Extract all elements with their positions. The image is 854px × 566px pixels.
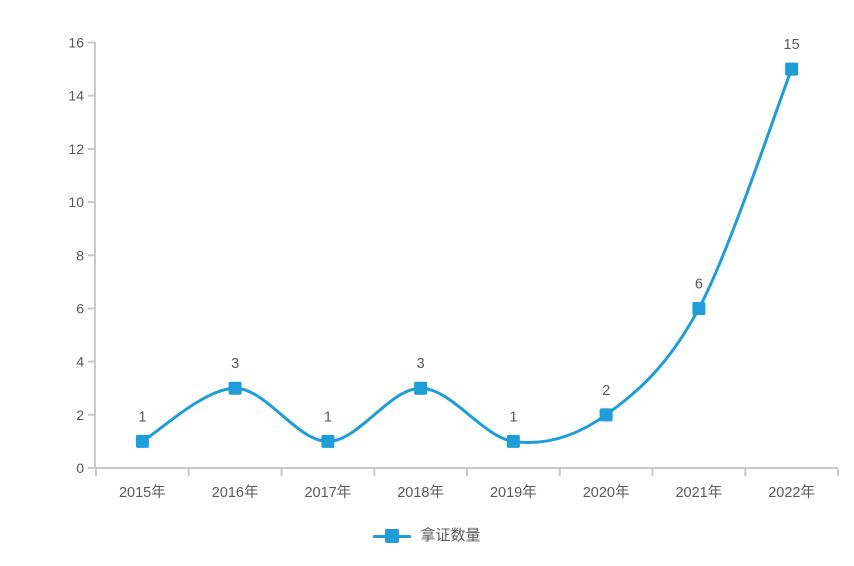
data-point-marker: [785, 62, 799, 76]
y-tick-label: 0: [76, 460, 84, 476]
x-tick-label: 2019年: [490, 484, 537, 501]
legend-line-square-icon: [373, 529, 412, 543]
y-tick-label: 4: [76, 354, 84, 370]
x-tick-label: 2015年: [119, 484, 166, 501]
y-tick-label: 10: [68, 194, 84, 210]
data-point-marker: [321, 434, 335, 448]
data-point-marker: [135, 434, 149, 448]
data-point-marker: [692, 301, 706, 315]
legend-label: 拿证数量: [420, 527, 481, 544]
y-tick-label: 8: [76, 247, 84, 263]
x-tick-label: 2017年: [304, 484, 351, 501]
value-label: 15: [784, 37, 800, 53]
value-label: 6: [695, 276, 703, 292]
y-tick-label: 12: [68, 141, 84, 157]
x-tick-label: 2020年: [583, 484, 630, 501]
value-label: 3: [231, 356, 239, 372]
data-point-marker: [414, 381, 428, 395]
x-tick-label: 2021年: [675, 484, 722, 501]
y-tick-label: 2: [76, 407, 84, 423]
value-label: 3: [417, 356, 425, 372]
y-tick-label: 16: [68, 35, 84, 51]
x-tick-label: 2018年: [397, 484, 444, 501]
legend-square-icon: [385, 529, 400, 543]
value-label: 2: [602, 383, 610, 399]
data-point-marker: [599, 408, 613, 422]
series-line: [140, 67, 794, 445]
x-tick-label: 2016年: [212, 484, 259, 501]
data-point-marker: [506, 434, 520, 448]
value-label: 1: [509, 409, 517, 425]
y-tick-label: 6: [76, 300, 84, 316]
legend: 拿证数量: [0, 527, 854, 545]
y-tick-label: 14: [68, 88, 84, 104]
value-label: 1: [324, 409, 332, 425]
x-tick-label: 2022年: [768, 484, 815, 501]
value-label: 1: [138, 409, 146, 425]
data-point-marker: [228, 381, 242, 395]
